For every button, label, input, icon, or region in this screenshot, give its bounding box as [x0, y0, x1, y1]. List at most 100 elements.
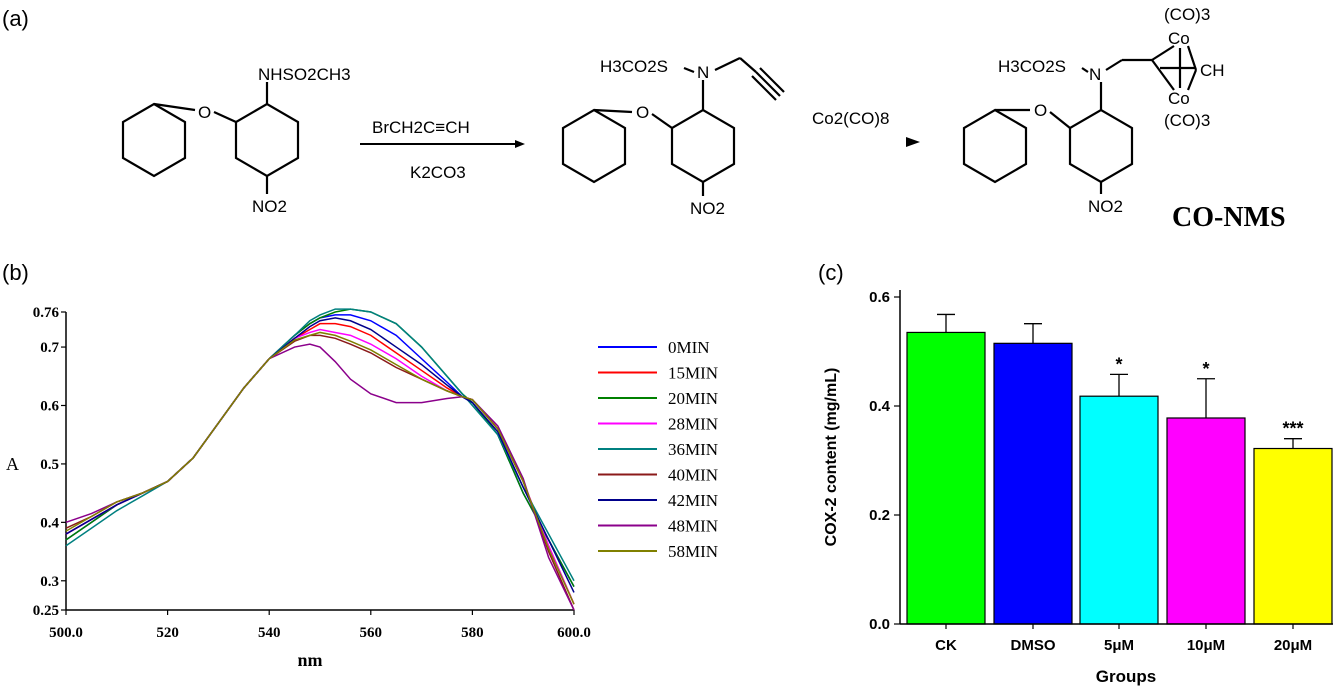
spectra-x-tick-label: 540 [258, 625, 281, 641]
nitro-group-1: NO2 [252, 197, 287, 216]
mesyl-group-2: H3CO2S [600, 57, 668, 76]
bond-ch2-alkyne [739, 57, 757, 73]
cobalt-atom-bottom: Co [1168, 89, 1190, 108]
reactant-substituent: NHSO2CH3 [258, 65, 351, 84]
panel-b: (b) 500.0 520 540 560 580 600.0 0.25 0.3 0.4 0.5… [2, 260, 718, 670]
cluster-bond-3 [1186, 45, 1198, 71]
bond-s-n-2 [683, 66, 695, 74]
mesyl-group-3: H3CO2S [998, 57, 1066, 76]
panel-label-c: (c) [818, 260, 844, 285]
nitrogen-atom-2: N [697, 63, 709, 82]
oxygen-atom-1: O [198, 103, 211, 122]
reaction-arrow-2: Co2(CO)8 [812, 109, 920, 147]
cox2-y-tick-label: 0.2 [869, 507, 890, 524]
cox2-significance-3: * [1115, 354, 1122, 374]
reagent-potassium-carbonate: K2CO3 [410, 163, 466, 182]
spectra-series-line-28min [65, 328, 575, 605]
nitrophenyl-ring-3 [1068, 108, 1134, 184]
phenyl-ring-1 [121, 102, 187, 178]
panel-a: (a) O NHSO2CH3 NO2 BrCH2C≡CH K2CO3 O [2, 5, 1286, 233]
cox2-significance-4: * [1202, 359, 1209, 379]
spectra-series-line-48min [65, 343, 575, 611]
spectra-series-line-58min [65, 331, 575, 605]
cox2-significance-5: *** [1282, 419, 1303, 439]
panel-label-a: (a) [2, 6, 29, 31]
phenyl-ring-3 [962, 108, 1028, 184]
reactant-structure: O NHSO2CH3 NO2 [121, 65, 351, 216]
legend-label-15min: 15MIN [668, 364, 718, 383]
cox2-bar-chart: * **** 0.00.20.40.6 CK DMSO 5μM 10μM 20μM Gro… [823, 289, 1333, 686]
spectra-y-tick-label: 0.76 [33, 305, 60, 321]
cox2-bar-3 [1079, 395, 1159, 625]
spectra-series-line-15min [65, 322, 575, 605]
cluster-bond-4 [1186, 69, 1198, 91]
spectra-series-line-0min [65, 314, 575, 587]
spectra-x-tick-label: 560 [360, 625, 383, 641]
reaction-arrow-1: BrCH2C≡CH K2CO3 [360, 118, 525, 182]
cox2-y-tick-label: 0.4 [869, 398, 891, 415]
bond-s-n-3 [1081, 67, 1089, 73]
spectra-x-ticks: 500.0 520 540 560 580 600.0 [49, 610, 591, 641]
cluster-bond-1 [1151, 45, 1175, 61]
carbonyl-ligands-top: (CO)3 [1164, 5, 1210, 24]
cox2-bar-4 [1166, 417, 1246, 625]
bond-ring-o-2 [593, 108, 633, 114]
spectra-y-tick-label: 0.7 [40, 340, 59, 356]
spectra-x-tick-label: 580 [461, 625, 484, 641]
cox2-x-label: Groups [1096, 667, 1156, 686]
spectra-y-tick-label: 0.3 [40, 574, 59, 590]
spectra-y-tick-label: 0.6 [40, 398, 59, 414]
legend-label-40min: 40MIN [668, 466, 718, 485]
cox2-y-tick-label: 0.6 [869, 289, 890, 306]
phenyl-ring-2 [561, 108, 627, 184]
arrow-1-head [515, 140, 525, 148]
spectra-y-ticks: 0.25 0.3 0.4 0.5 0.6 0.7 0.76 [33, 305, 66, 619]
bond-o-ring-3 [1049, 111, 1071, 129]
nitrophenyl-ring-1 [234, 102, 300, 178]
nitro-group-2: NO2 [690, 199, 725, 218]
cobalt-atom-top: Co [1168, 29, 1190, 48]
legend-label-42min: 42MIN [668, 491, 718, 510]
spectra-series-line-20min [65, 308, 575, 587]
panel-c: (c) * **** 0.00.20.40.6 CK DMSO 5μM 10μM 20μM… [818, 260, 1333, 686]
cox2-y-label: COX-2 content (mg/mL) [823, 368, 840, 547]
spectra-y-tick-label: 0.5 [40, 457, 59, 473]
cox2-bar-2 [993, 342, 1073, 625]
cox2-bars: * **** [906, 313, 1333, 625]
alkyne-bond-b [759, 67, 785, 93]
bond-n-ch2-3 [1105, 59, 1123, 71]
spectra-series-line-36min [65, 308, 575, 582]
oxygen-atom-3: O [1034, 101, 1047, 120]
cox2-y-ticks: 0.0 0.2 0.4 0.6 [869, 289, 900, 633]
spectra-x-label: nm [297, 650, 322, 670]
carbonyl-ligands-bottom: (CO)3 [1164, 111, 1210, 130]
alkyne-bond-a [755, 71, 781, 97]
arrow-2-head [906, 137, 920, 147]
legend-label-36min: 36MIN [668, 440, 718, 459]
cox2-bar-1 [906, 331, 986, 625]
bond-o-ring-2 [651, 113, 673, 129]
nitrogen-atom-3: N [1089, 65, 1101, 84]
spectra-series-line-40min [65, 334, 575, 611]
legend-label-58min: 58MIN [668, 542, 718, 561]
cox2-x-ticks: CK DMSO 5μM 10μM 20μM [935, 624, 1312, 654]
bond-n-ch2 [714, 57, 741, 71]
cox2-x-tick-label: CK [935, 637, 957, 654]
spectra-y-label: A [6, 454, 19, 474]
legend-label-48min: 48MIN [668, 517, 718, 536]
product-structure: O N H3CO2S (CO)3 Co Co (CO)3 CH NO2 CO-N… [962, 5, 1286, 233]
spectra-plot: 500.0 520 540 560 580 600.0 0.250.30.40.50.60… [6, 305, 718, 670]
cox2-x-tick-label: DMSO [1011, 637, 1056, 654]
nitro-group-3: NO2 [1088, 197, 1123, 216]
bond-ring-o [153, 102, 196, 112]
spectra-y-tick-label: 0.25 [33, 603, 59, 619]
legend-label-0min: 0MIN [668, 338, 710, 357]
oxygen-atom-2: O [636, 103, 649, 122]
spectra-legend: 0MIN 15MIN 20MIN 28MIN 36MIN 40MIN 42MIN 48MIN 5… [598, 338, 718, 561]
cox2-bar-5 [1253, 447, 1333, 625]
cox2-x-tick-label: 10μM [1187, 637, 1225, 654]
cluster-bond-2 [1151, 59, 1175, 91]
product-name: CO-NMS [1172, 202, 1286, 233]
bond-o-ring [213, 110, 237, 124]
